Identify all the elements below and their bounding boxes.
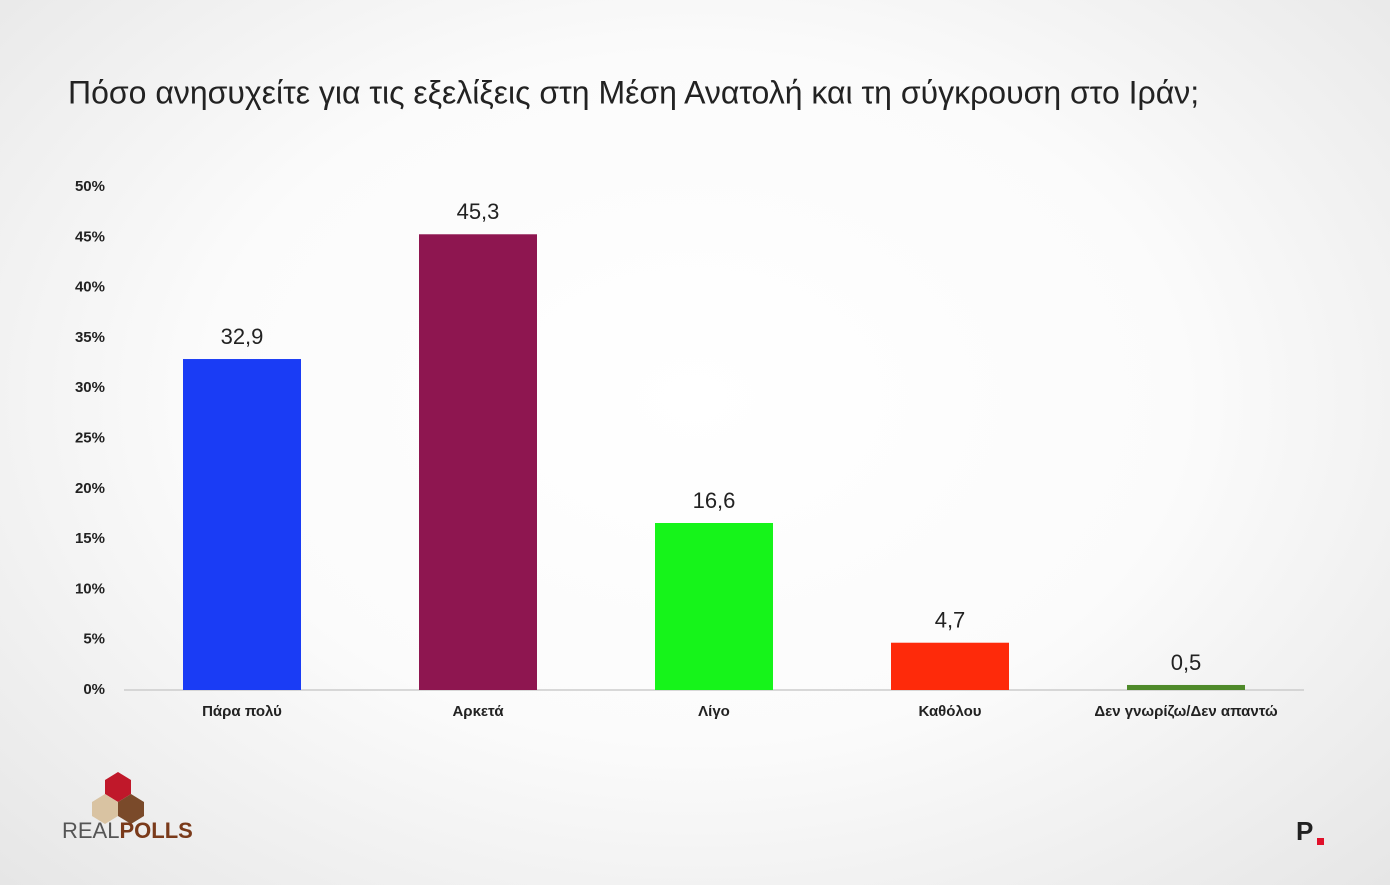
chart-title: Πόσο ανησυχείτε για τις εξελίξεις στη Μέ… [68,74,1199,110]
x-tick-label: Δεν γνωρίζω/Δεν απαντώ [1094,703,1278,720]
x-tick-label: Καθόλου [918,703,981,720]
logo-cube [92,794,118,824]
y-tick-label: 0% [83,681,105,698]
y-tick-label: 30% [75,379,105,396]
y-tick-label: 10% [75,580,105,597]
bar [419,234,537,691]
realpolls-logo: REALPOLLS [62,772,193,843]
brand-dot [1317,838,1324,845]
value-label: 4,7 [935,608,966,633]
y-tick-label: 35% [75,329,105,346]
y-tick-label: 50% [75,178,105,195]
logo-real: REAL [62,818,119,843]
logo-polls: POLLS [119,818,192,843]
x-tick-label: Αρκετά [452,703,504,720]
x-tick-label: Λίγο [698,703,730,720]
bar [655,523,773,690]
value-label: 32,9 [221,324,264,349]
logo-cube [118,794,144,824]
value-label: 16,6 [693,488,736,513]
logo-cube [105,772,131,802]
value-label: 0,5 [1171,650,1202,675]
bar [1127,684,1245,690]
y-tick-label: 15% [75,530,105,547]
bar [891,642,1009,690]
brand-mark: P [1296,816,1313,846]
y-tick-label: 20% [75,480,105,497]
y-tick-label: 40% [75,279,105,296]
logo-text: REALPOLLS [62,818,193,843]
y-tick-label: 25% [75,429,105,446]
y-tick-label: 5% [83,631,105,648]
y-tick-label: 45% [75,228,105,245]
x-tick-label: Πάρα πολύ [202,703,282,720]
value-label: 45,3 [457,199,500,224]
bar [183,359,301,690]
